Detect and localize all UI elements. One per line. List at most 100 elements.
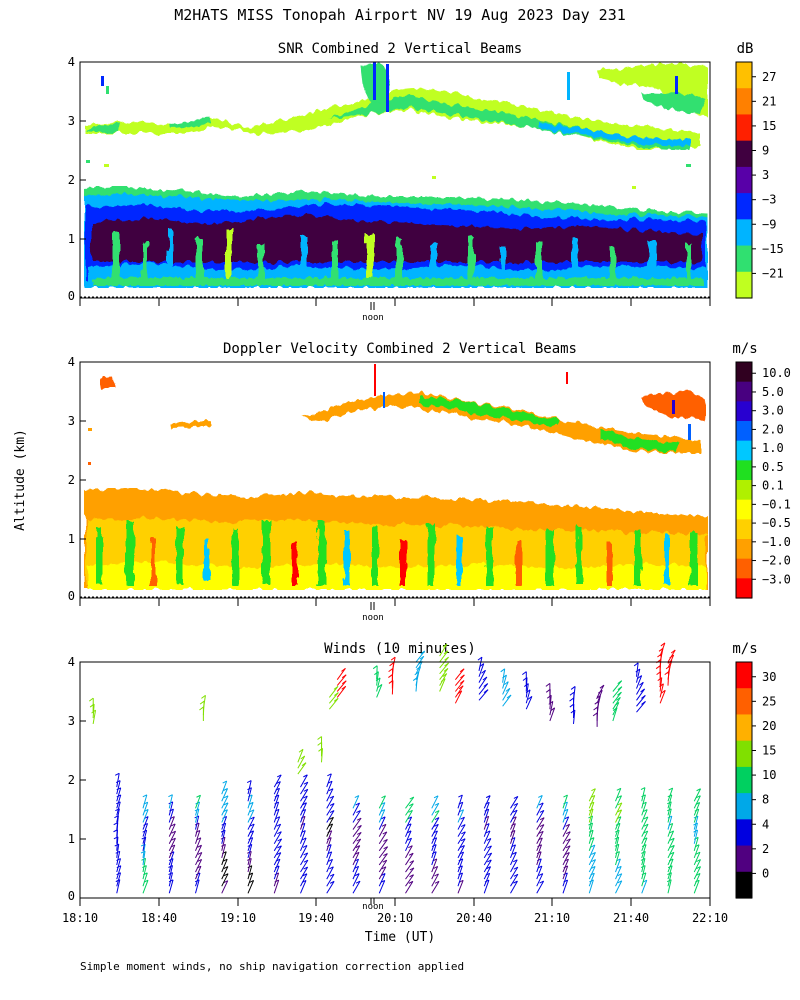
wind-barb — [300, 830, 306, 844]
wind-barb-flag — [641, 701, 646, 705]
wind-barb — [641, 787, 646, 802]
wind-barb — [588, 844, 596, 859]
wind-barb-flag — [459, 680, 465, 684]
wind-barb-flag — [444, 656, 449, 661]
wind-barb-flag — [696, 795, 701, 799]
wind-barb-flag — [333, 697, 339, 702]
wind-barb — [641, 801, 647, 816]
wind-barb — [378, 853, 388, 866]
wind-barb-flag — [434, 873, 439, 877]
wind-barb-flag — [433, 795, 439, 799]
wind-barb-flag — [570, 709, 576, 714]
wind-barb — [221, 809, 228, 823]
wind-barb-flag — [276, 774, 282, 778]
wind-barb-flag — [513, 795, 519, 799]
wind-barb — [116, 808, 120, 823]
wind-barb-flag — [383, 846, 388, 850]
wind-barb — [693, 802, 701, 816]
wind-barb-flag — [303, 788, 309, 792]
wind-barb — [693, 822, 698, 837]
snr-colorbar-label: −3 — [762, 193, 776, 207]
wind-barb — [483, 866, 492, 880]
wind-barb — [378, 809, 386, 823]
wind-barb — [195, 845, 202, 859]
winds-colorbar-swatch — [736, 819, 752, 847]
winds-colorbar-label: 25 — [762, 694, 776, 708]
wind-barb-flag — [333, 685, 339, 690]
doppler-noon-label: noon — [362, 613, 384, 623]
wind-barb-flag — [383, 838, 388, 842]
wind-barb — [116, 872, 122, 887]
winds-colorbar-swatch — [736, 662, 752, 689]
wind-barb — [615, 851, 620, 866]
wind-barb-flag — [341, 685, 347, 690]
wind-barb — [431, 851, 437, 866]
wind-barb — [336, 685, 347, 698]
wind-barb-flag — [356, 831, 362, 835]
wind-barb — [405, 823, 412, 837]
wind-barb — [116, 794, 122, 809]
wind-barb — [326, 859, 333, 873]
wind-barb — [478, 676, 488, 689]
wind-barb — [168, 872, 173, 887]
wind-barb-flag — [434, 880, 440, 884]
wind-barb — [142, 802, 149, 816]
wind-barb — [667, 660, 673, 674]
doppler-colorbar-swatch — [736, 381, 752, 402]
wind-barb-flag — [329, 795, 334, 799]
wind-barb — [562, 824, 571, 837]
wind-barb — [378, 802, 386, 816]
wind-barb — [478, 657, 483, 671]
wind-barb-flag — [329, 866, 334, 870]
wind-barb — [116, 773, 120, 788]
wind-barb — [693, 880, 700, 894]
snr-colorbar-label: −9 — [762, 217, 776, 231]
wind-barb — [562, 865, 569, 880]
wind-barb — [612, 691, 622, 704]
wind-barb-flag — [249, 809, 255, 813]
wind-barb-flag — [88, 697, 94, 702]
wind-barb — [405, 830, 412, 844]
x-tick-label: 19:10 — [220, 911, 256, 925]
doppler-colorbar-swatch — [736, 499, 752, 520]
wind-barb-flag — [564, 816, 569, 820]
wind-barb — [612, 697, 621, 710]
wind-barb-flag — [116, 787, 121, 791]
wind-barb — [636, 668, 641, 683]
wind-barb — [562, 794, 568, 809]
wind-barb — [454, 685, 464, 698]
wind-barb-flag — [199, 706, 204, 711]
wind-barb-flag — [274, 801, 279, 805]
wind-barb — [483, 830, 491, 844]
wind-barb — [641, 872, 647, 887]
wind-barb — [378, 859, 388, 873]
wind-barb — [273, 801, 280, 816]
wind-barb-flag — [522, 671, 527, 676]
wind-barb — [300, 852, 309, 866]
wind-barb — [378, 846, 389, 859]
wind-barb-flag — [390, 656, 396, 661]
wind-barb-flag — [433, 865, 438, 869]
wind-barb-flag — [513, 880, 518, 884]
footnote: Simple moment winds, no ship navigation … — [80, 960, 464, 973]
wind-barb-flag — [277, 838, 282, 842]
wind-barb — [525, 683, 529, 698]
wind-barb — [195, 879, 200, 894]
wind-barb — [221, 823, 227, 837]
wind-barb-flag — [670, 649, 676, 654]
wind-barb — [431, 873, 439, 887]
winds-colorbar-frame — [735, 661, 753, 899]
x-tick-label: 20:10 — [377, 911, 413, 925]
wind-barb — [693, 851, 701, 866]
wind-barb — [326, 881, 335, 894]
wind-barb-flag — [383, 853, 388, 857]
wind-barb — [454, 680, 465, 692]
wind-barb — [693, 866, 701, 880]
wind-barb-flag — [459, 668, 465, 673]
wind-barb — [667, 865, 673, 880]
winds-colorbar-label: 30 — [762, 670, 776, 684]
snr-noon-label: noon — [362, 313, 384, 323]
wind-barb — [615, 873, 623, 887]
wind-barb — [142, 816, 149, 830]
wind-barb-flag — [643, 816, 649, 820]
